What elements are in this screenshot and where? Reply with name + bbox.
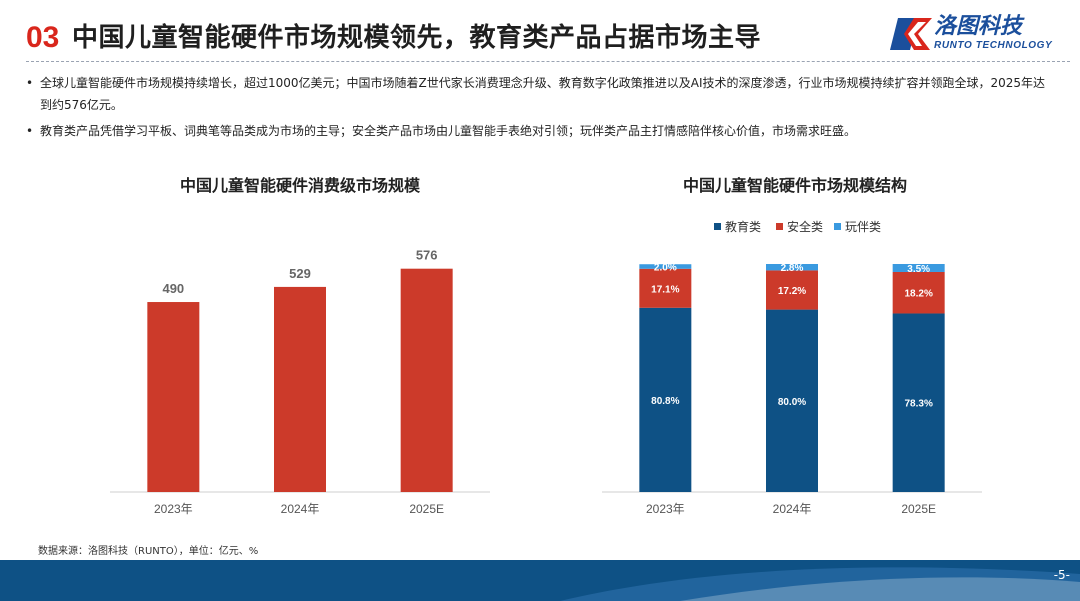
footer-bar xyxy=(0,560,1080,601)
section-number: 03 xyxy=(26,21,60,54)
logo-name-cn: 洛图科技 xyxy=(934,14,1023,39)
stacked-bar-segment xyxy=(639,264,692,269)
chart-title: 中国儿童智能硬件消费级市场规模 xyxy=(179,176,420,195)
data-label: 18.2% xyxy=(904,289,932,300)
x-tick-label: 2025E xyxy=(901,502,936,516)
legend-item: 教育类 xyxy=(714,218,761,235)
bullet-item: • 全球儿童智能硬件市场规模持续增长，超过1000亿美元；中国市场随着Z世代家长… xyxy=(26,72,1050,116)
bullet-dot: • xyxy=(26,76,34,90)
stacked-bar-segment xyxy=(892,313,945,492)
bullet-item: • 教育类产品凭借学习平板、词典笔等品类成为市场的主导；安全类产品市场由儿童智能… xyxy=(26,120,1050,142)
data-label: 17.2% xyxy=(778,286,806,297)
runto-logo-icon xyxy=(890,18,932,50)
bullet-text: 教育类产品凭借学习平板、词典笔等品类成为市场的主导；安全类产品市场由儿童智能手表… xyxy=(40,124,857,138)
chart-title: 中国儿童智能硬件市场规模结构 xyxy=(682,176,907,195)
data-label: 17.1% xyxy=(651,284,679,295)
bar xyxy=(274,286,326,492)
data-label: 3.5% xyxy=(907,264,930,275)
x-tick-label: 2023年 xyxy=(154,502,193,516)
data-label: 2.8% xyxy=(781,263,804,274)
data-label: 78.3% xyxy=(904,399,932,410)
bullet-dot: • xyxy=(26,124,34,138)
legend-swatch xyxy=(834,223,841,230)
bullet-text: 全球儿童智能硬件市场规模持续增长，超过1000亿美元；中国市场随着Z世代家长消费… xyxy=(40,76,1046,112)
data-label: 576 xyxy=(416,248,438,263)
data-label: 490 xyxy=(162,281,184,296)
page-title: 中国儿童智能硬件市场规模领先，教育类产品占据市场主导 xyxy=(72,23,762,53)
legend-swatch xyxy=(776,223,783,230)
legend-item: 玩伴类 xyxy=(834,218,881,235)
data-label: 529 xyxy=(289,266,311,281)
x-tick-label: 2024年 xyxy=(773,502,812,516)
stacked-bar-segment xyxy=(766,309,818,492)
legend-label: 玩伴类 xyxy=(845,220,882,234)
stacked-bar-segment xyxy=(639,268,692,308)
stacked-bar-segment xyxy=(766,264,818,271)
page-number: -5- xyxy=(1053,568,1070,582)
data-label: 2.0% xyxy=(654,263,677,274)
data-label: 80.8% xyxy=(651,396,679,407)
data-source-note: 数据来源：洛图科技（RUNTO），单位：亿元、% xyxy=(38,546,259,557)
stacked-bar-segment xyxy=(639,307,692,492)
market-size-bar-chart: 490 2023年 529 2024年 576 2025E xyxy=(110,248,490,516)
legend-item: 安全类 xyxy=(776,218,823,235)
stacked-bar-segment xyxy=(892,271,945,314)
legend-swatch xyxy=(714,223,721,230)
header-divider xyxy=(26,61,1070,62)
bar xyxy=(400,268,453,492)
stacked-bar-segment xyxy=(766,270,818,310)
legend-label: 安全类 xyxy=(787,220,824,234)
legend-label: 教育类 xyxy=(725,220,762,234)
market-structure-stacked-chart: 80.8% 17.1% 2.0% 2023年 80.0% 17.2% 2.8% 2024年 78… xyxy=(602,263,982,516)
x-tick-label: 2023年 xyxy=(646,502,685,516)
bar xyxy=(147,302,200,492)
stacked-bar-segment xyxy=(892,264,945,272)
x-tick-label: 2025E xyxy=(409,502,444,516)
x-tick-label: 2024年 xyxy=(281,502,320,516)
logo-name-en: RUNTO TECHNOLOGY xyxy=(934,40,1053,51)
data-label: 80.0% xyxy=(778,397,806,408)
